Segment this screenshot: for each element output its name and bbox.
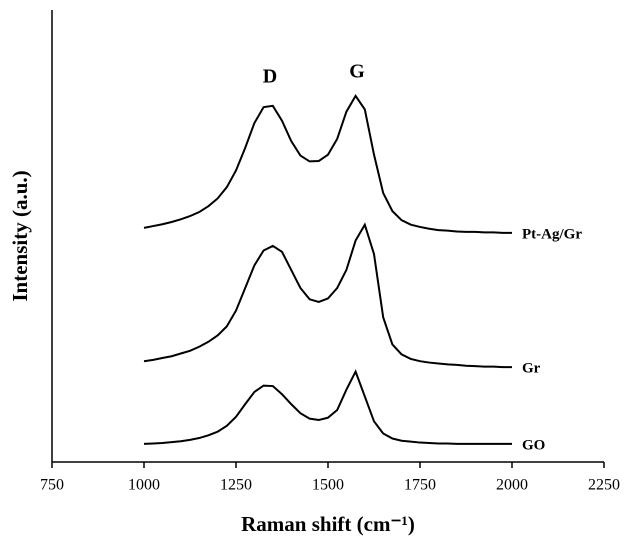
y-axis-label: Intensity (a.u.) (8, 170, 32, 301)
x-tick-label: 2250 (588, 477, 620, 494)
x-axis-label: Raman shift (cm⁻¹) (241, 512, 415, 536)
x-tick-label: 1750 (404, 477, 436, 494)
spectrum-line (143, 369, 512, 445)
x-tick-label: 1250 (220, 477, 252, 494)
peak-label: G (349, 61, 365, 83)
spectrum-line (143, 222, 512, 369)
series-label: Pt-Ag/Gr (522, 226, 582, 242)
peak-label: D (263, 66, 277, 88)
x-tick-label: 1000 (128, 477, 160, 494)
series-label: GO (522, 437, 545, 453)
spectrum-line (143, 94, 512, 234)
x-tick-label: 2000 (496, 477, 528, 494)
series-label: Gr (522, 361, 541, 377)
x-tick-label: 1500 (312, 477, 344, 494)
x-tick-label: 750 (40, 477, 64, 494)
